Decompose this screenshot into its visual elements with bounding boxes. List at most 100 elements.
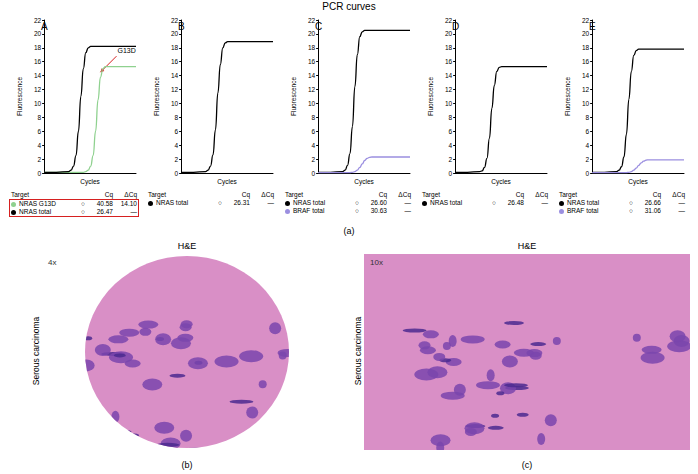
svg-text:Cycles: Cycles xyxy=(354,178,374,186)
svg-text:4: 4 xyxy=(449,142,453,149)
svg-text:0: 0 xyxy=(312,170,316,177)
html-text:(b): (b) xyxy=(181,460,193,470)
svg-text:6: 6 xyxy=(175,128,179,135)
svg-text:20: 20 xyxy=(581,30,590,38)
html-text:26.47: 26.47 xyxy=(96,208,113,215)
svg-text:18: 18 xyxy=(582,44,590,51)
svg-text:18: 18 xyxy=(445,44,453,51)
svg-text:14: 14 xyxy=(308,72,316,79)
svg-text:2: 2 xyxy=(38,156,42,163)
svg-text:12: 12 xyxy=(582,86,590,93)
svg-text:6: 6 xyxy=(38,128,42,135)
svg-text:Fluorescence: Fluorescence xyxy=(16,77,23,116)
svg-text:4: 4 xyxy=(175,142,179,149)
svg-text:8: 8 xyxy=(586,114,590,121)
svg-text:8: 8 xyxy=(312,114,316,121)
svg-text:0: 0 xyxy=(586,170,590,177)
svg-text:18: 18 xyxy=(308,44,316,51)
html-text:(c): (c) xyxy=(521,460,533,470)
svg-text:14: 14 xyxy=(171,72,179,79)
svg-text:4: 4 xyxy=(312,142,316,149)
svg-text:22: 22 xyxy=(33,16,42,24)
html-text:NRAS total: NRAS total xyxy=(19,208,52,215)
svg-text:Cycles: Cycles xyxy=(217,178,237,186)
svg-text:12: 12 xyxy=(445,86,453,93)
svg-text:14: 14 xyxy=(582,72,590,79)
svg-text:16: 16 xyxy=(34,58,42,65)
html-text:4x: 4x xyxy=(48,258,57,267)
html-text:H&E: H&E xyxy=(517,241,537,251)
html-text:10x: 10x xyxy=(370,258,383,267)
html-text:NRAS total: NRAS total xyxy=(156,199,189,206)
html-text:Serous carcinoma: Serous carcinoma xyxy=(353,316,363,386)
html-text:Cq: Cq xyxy=(241,191,250,198)
svg-text:10: 10 xyxy=(582,100,590,107)
html-text:Serous carcinoma: Serous carcinoma xyxy=(31,316,41,386)
svg-text:12: 12 xyxy=(34,86,42,93)
html-text:PCR curves: PCR curves xyxy=(322,1,376,12)
svg-text:0: 0 xyxy=(175,170,179,177)
svg-text:0: 0 xyxy=(38,170,42,177)
svg-text:Fluorescence: Fluorescence xyxy=(153,77,160,116)
html-text:(a): (a) xyxy=(343,226,355,236)
svg-text:4: 4 xyxy=(38,142,42,149)
svg-text:8: 8 xyxy=(38,114,42,121)
svg-text:Cycles: Cycles xyxy=(628,178,648,186)
svg-text:14: 14 xyxy=(34,72,42,79)
html-text:ΔCq: ΔCq xyxy=(124,191,137,198)
svg-text:18: 18 xyxy=(171,44,179,51)
svg-text:2: 2 xyxy=(586,156,590,163)
html-text:Cq: Cq xyxy=(104,191,113,198)
html-text:H&E: H&E xyxy=(177,241,197,251)
svg-text:6: 6 xyxy=(586,128,590,135)
svg-text:20: 20 xyxy=(444,30,453,38)
svg-text:8: 8 xyxy=(449,114,453,121)
svg-text:B: B xyxy=(178,21,185,32)
svg-text:10: 10 xyxy=(171,100,179,107)
svg-text:0: 0 xyxy=(449,170,453,177)
html-text:14.10: 14.10 xyxy=(120,200,137,207)
svg-text:18: 18 xyxy=(34,44,42,51)
svg-text:14: 14 xyxy=(445,72,453,79)
svg-text:D: D xyxy=(452,21,459,32)
svg-text:Cycles: Cycles xyxy=(491,178,511,186)
svg-text:10: 10 xyxy=(34,100,42,107)
svg-text:22: 22 xyxy=(581,16,590,24)
svg-text:16: 16 xyxy=(445,58,453,65)
svg-text:A: A xyxy=(41,21,48,32)
svg-text:Fluorescence: Fluorescence xyxy=(564,77,571,116)
svg-text:12: 12 xyxy=(171,86,179,93)
svg-text:6: 6 xyxy=(449,128,453,135)
html-text:26.31: 26.31 xyxy=(233,199,250,206)
html-text:NRAS G13D: NRAS G13D xyxy=(19,200,56,207)
svg-text:8: 8 xyxy=(175,114,179,121)
svg-text:20: 20 xyxy=(307,30,316,38)
svg-text:10: 10 xyxy=(308,100,316,107)
html-text:Target: Target xyxy=(148,191,167,198)
svg-text:16: 16 xyxy=(582,58,590,65)
html-text:40.58: 40.58 xyxy=(96,200,113,207)
svg-text:16: 16 xyxy=(171,58,179,65)
svg-text:6: 6 xyxy=(312,128,316,135)
svg-text:2: 2 xyxy=(449,156,453,163)
svg-text:Cycles: Cycles xyxy=(80,178,100,186)
svg-text:4: 4 xyxy=(586,142,590,149)
html-text:Target: Target xyxy=(285,191,304,198)
html-text:Target: Target xyxy=(11,191,30,198)
svg-text:22: 22 xyxy=(444,16,453,24)
svg-text:20: 20 xyxy=(170,30,179,38)
html-text:ΔCq: ΔCq xyxy=(261,191,274,198)
svg-text:Fluorescence: Fluorescence xyxy=(427,77,434,116)
svg-text:C: C xyxy=(315,21,322,32)
svg-text:E: E xyxy=(589,21,596,32)
svg-text:22: 22 xyxy=(307,16,316,24)
svg-text:16: 16 xyxy=(308,58,316,65)
svg-text:Fluorescence: Fluorescence xyxy=(290,77,297,116)
svg-text:12: 12 xyxy=(308,86,316,93)
svg-text:G13D: G13D xyxy=(117,47,135,54)
svg-text:20: 20 xyxy=(33,30,42,38)
svg-text:2: 2 xyxy=(312,156,316,163)
svg-text:10: 10 xyxy=(445,100,453,107)
svg-text:22: 22 xyxy=(170,16,179,24)
svg-text:2: 2 xyxy=(175,156,179,163)
